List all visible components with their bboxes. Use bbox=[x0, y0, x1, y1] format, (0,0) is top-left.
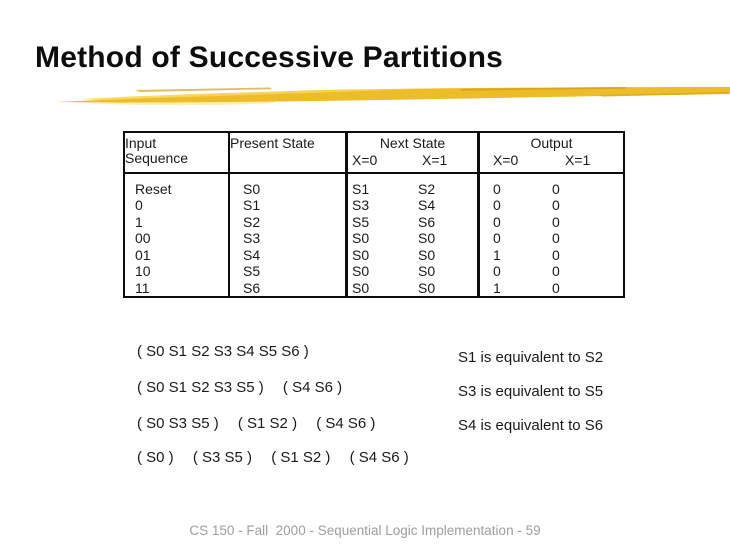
partition-group: ( S0 ) bbox=[137, 449, 174, 466]
cell-out-x0: 0 bbox=[493, 213, 501, 230]
cell-present-state: S0 bbox=[243, 180, 261, 197]
highlighter-stroke-icon bbox=[55, 87, 730, 106]
cell-out-x1: 0 bbox=[552, 279, 560, 296]
cell-out-x0: 1 bbox=[493, 279, 501, 296]
cell-next-x0: S5 bbox=[352, 213, 370, 230]
header-output-x0: X=0 bbox=[493, 152, 519, 168]
cell-next-x1: S6 bbox=[418, 213, 436, 230]
cell-out-x1: 0 bbox=[552, 197, 560, 213]
partition-group: ( S3 S5 ) bbox=[192, 449, 253, 466]
cell-out-x1: 0 bbox=[552, 263, 560, 279]
cell-present-state: S6 bbox=[243, 279, 261, 296]
cell-present-state: S2 bbox=[243, 213, 261, 230]
header-present-state: Present State bbox=[230, 133, 345, 174]
cell-input: 10 bbox=[135, 263, 151, 279]
equivalence-note-1: S1 is equivalent to S2 bbox=[458, 349, 604, 366]
partition-group: ( S1 S2 ) bbox=[271, 449, 331, 466]
body-output: 0 0 0 0 1 0 1 0 0 0 0 0 0 0 bbox=[480, 174, 623, 297]
next-state-x1-column: S2 S4 S6 S0 S0 S0 S0 bbox=[418, 181, 435, 297]
page-title: Method of Successive Partitions bbox=[35, 41, 503, 74]
cell-out-x1: 0 bbox=[552, 230, 560, 246]
header-next-state: Next State X=0 X=1 bbox=[348, 133, 477, 174]
header-next-x0: X=0 bbox=[352, 152, 378, 168]
cell-present-state: S1 bbox=[243, 197, 261, 213]
cell-next-x1: S0 bbox=[418, 279, 436, 296]
header-next-x1: X=1 bbox=[422, 152, 448, 168]
output-x1-column: 0 0 0 0 0 0 0 bbox=[552, 181, 560, 297]
header-next-subcolumns: X=0 X=1 bbox=[348, 153, 477, 168]
cell-input: Reset bbox=[135, 180, 172, 197]
state-transition-table: Input Sequence Reset 0 1 00 01 10 11 Pre… bbox=[123, 131, 625, 298]
cell-out-x0: 1 bbox=[493, 246, 501, 263]
body-next-state: S1 S3 S5 S0 S0 S0 S0 S2 S4 S6 S0 S0 S0 S… bbox=[348, 174, 477, 297]
cell-out-x1: 0 bbox=[552, 180, 560, 197]
header-output-subcolumns: X=0 X=1 bbox=[480, 153, 623, 168]
cell-input: 11 bbox=[135, 279, 150, 296]
body-input-sequence: Reset 0 1 00 01 10 11 bbox=[125, 174, 228, 297]
cell-input: 0 bbox=[135, 197, 143, 213]
partition-group: ( S1 S2 ) bbox=[237, 415, 298, 432]
partition-step-2: ( S0 S1 S2 S3 S5 ) ( S4 S6 ) bbox=[137, 379, 357, 397]
slide-footer: CS 150 - Fall 2000 - Sequential Logic Im… bbox=[189, 523, 541, 538]
cell-next-x0: S1 bbox=[352, 180, 370, 197]
next-state-x0-column: S1 S3 S5 S0 S0 S0 S0 bbox=[348, 181, 418, 297]
cell-next-x0: S0 bbox=[352, 230, 370, 246]
header-input-line1: Input bbox=[125, 135, 157, 151]
cell-out-x0: 0 bbox=[493, 263, 501, 279]
header-output-label: Output bbox=[530, 135, 573, 151]
cell-out-x0: 0 bbox=[493, 180, 501, 197]
header-output: Output X=0 X=1 bbox=[480, 133, 623, 174]
column-present-state: Present State S0 S1 S2 S3 S4 S5 S6 bbox=[230, 133, 348, 296]
cell-present-state: S4 bbox=[243, 246, 261, 263]
cell-present-state: S3 bbox=[243, 230, 261, 246]
partition-group: ( S4 S6 ) bbox=[316, 415, 376, 432]
header-output-x1: X=1 bbox=[565, 152, 591, 168]
cell-input: 01 bbox=[135, 246, 151, 263]
cell-next-x1: S4 bbox=[418, 197, 436, 213]
cell-present-state: S5 bbox=[243, 263, 261, 279]
partition-step-3: ( S0 S3 S5 ) ( S1 S2 ) ( S4 S6 ) bbox=[137, 415, 390, 433]
cell-out-x1: 0 bbox=[552, 213, 560, 230]
cell-input: 00 bbox=[135, 230, 151, 246]
output-x0-column: 0 0 0 0 1 0 1 bbox=[480, 181, 552, 297]
partition-step-1: ( S0 S1 S2 S3 S4 S5 S6 ) bbox=[137, 343, 324, 361]
cell-out-x1: 0 bbox=[552, 246, 560, 263]
cell-out-x0: 0 bbox=[493, 197, 501, 213]
cell-next-x0: S0 bbox=[352, 263, 370, 279]
cell-next-x0: S3 bbox=[352, 197, 370, 213]
cell-next-x1: S0 bbox=[418, 246, 436, 263]
column-next-state: Next State X=0 X=1 S1 S3 S5 S0 S0 S0 S0 … bbox=[348, 133, 480, 296]
cell-next-x1: S2 bbox=[418, 180, 436, 197]
column-output: Output X=0 X=1 0 0 0 0 1 0 1 0 bbox=[480, 133, 623, 296]
partition-group: ( S4 S6 ) bbox=[349, 449, 409, 466]
header-input-line2: Sequence bbox=[125, 150, 189, 166]
body-present-state: S0 S1 S2 S3 S4 S5 S6 bbox=[230, 174, 345, 297]
partition-group: ( S0 S1 S2 S3 S4 S5 S6 ) bbox=[137, 343, 309, 360]
cell-next-x1: S0 bbox=[418, 230, 436, 246]
equivalence-note-3: S4 is equivalent to S6 bbox=[458, 417, 604, 434]
cell-out-x0: 0 bbox=[493, 230, 501, 246]
partition-step-4: ( S0 ) ( S3 S5 ) ( S1 S2 ) ( S4 S6 ) bbox=[137, 449, 424, 467]
partition-group: ( S0 S1 S2 S3 S5 ) bbox=[137, 379, 264, 396]
column-input-sequence: Input Sequence Reset 0 1 00 01 10 11 bbox=[125, 133, 230, 296]
cell-next-x1: S0 bbox=[418, 263, 436, 279]
header-present-label: Present State bbox=[230, 135, 315, 151]
header-next-label: Next State bbox=[379, 135, 446, 151]
partition-group: ( S0 S3 S5 ) bbox=[137, 415, 219, 432]
equivalence-note-2: S3 is equivalent to S5 bbox=[458, 383, 604, 400]
partition-group: ( S4 S6 ) bbox=[282, 379, 343, 396]
cell-next-x0: S0 bbox=[352, 246, 370, 263]
cell-next-x0: S0 bbox=[352, 279, 370, 296]
header-input-sequence: Input Sequence bbox=[125, 133, 228, 174]
cell-input: 1 bbox=[135, 213, 143, 230]
